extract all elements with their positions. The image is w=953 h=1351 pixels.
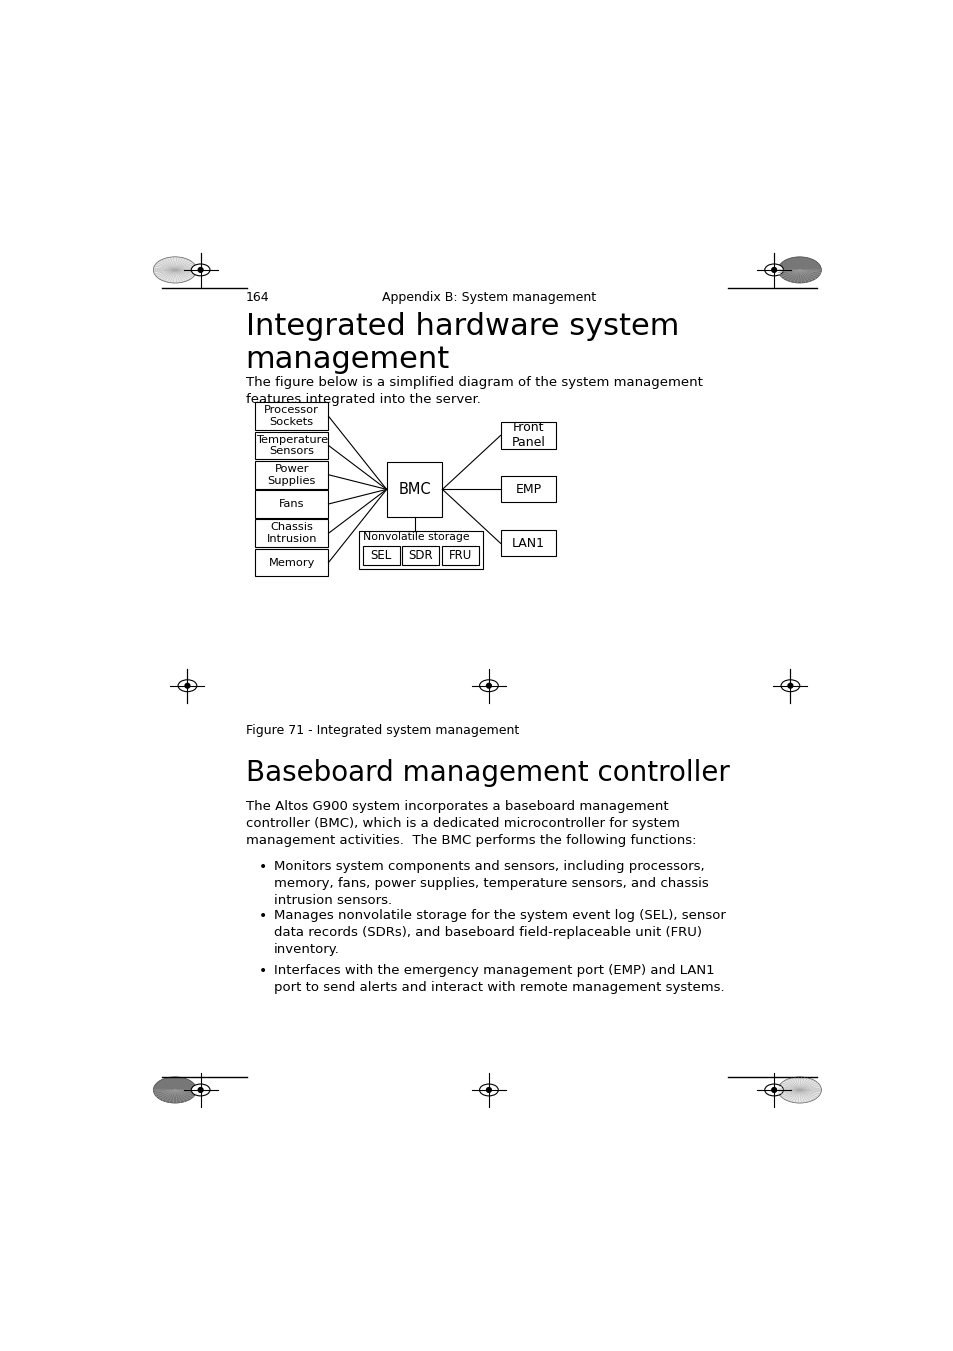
Bar: [359, 531, 483, 570]
Text: Fans: Fans: [278, 499, 304, 509]
Text: Baseboard management controller: Baseboard management controller: [245, 759, 729, 786]
Circle shape: [787, 684, 792, 688]
Text: Temperature
Sensors: Temperature Sensors: [255, 435, 328, 457]
Text: •: •: [258, 859, 267, 874]
Circle shape: [185, 684, 190, 688]
Circle shape: [771, 1088, 776, 1093]
Text: Nonvolatile storage: Nonvolatile storage: [363, 532, 470, 543]
Text: Power
Supplies: Power Supplies: [267, 463, 315, 485]
Text: Appendix B: System management: Appendix B: System management: [381, 292, 596, 304]
Bar: [254, 403, 328, 430]
Bar: [254, 549, 328, 577]
Text: The Altos G900 system incorporates a baseboard management
controller (BMC), whic: The Altos G900 system incorporates a bas…: [245, 800, 696, 847]
Ellipse shape: [778, 257, 821, 282]
Text: Manages nonvolatile storage for the system event log (SEL), sensor
data records : Manages nonvolatile storage for the syst…: [274, 909, 725, 957]
Text: LAN1: LAN1: [512, 536, 544, 550]
Text: Front
Panel: Front Panel: [511, 422, 545, 450]
Ellipse shape: [178, 680, 196, 692]
Ellipse shape: [191, 263, 210, 276]
Circle shape: [771, 267, 776, 273]
Text: BMC: BMC: [397, 482, 431, 497]
Bar: [500, 477, 556, 503]
Bar: [402, 546, 439, 565]
Circle shape: [198, 1088, 203, 1093]
Bar: [500, 530, 556, 557]
Bar: [254, 461, 328, 489]
Text: The figure below is a simplified diagram of the system management
features integ: The figure below is a simplified diagram…: [245, 376, 701, 407]
Bar: [362, 546, 399, 565]
Text: 164: 164: [245, 292, 269, 304]
Ellipse shape: [764, 263, 782, 276]
Text: Processor
Sockets: Processor Sockets: [264, 405, 319, 427]
Ellipse shape: [781, 680, 799, 692]
Text: •: •: [258, 965, 267, 978]
Ellipse shape: [153, 1077, 196, 1102]
Text: SDR: SDR: [408, 549, 433, 562]
Bar: [500, 423, 556, 449]
Text: Monitors system components and sensors, including processors,
memory, fans, powe: Monitors system components and sensors, …: [274, 859, 708, 907]
Text: Interfaces with the emergency management port (EMP) and LAN1
port to send alerts: Interfaces with the emergency management…: [274, 965, 724, 994]
Text: Memory: Memory: [268, 558, 314, 567]
Bar: [441, 546, 478, 565]
Ellipse shape: [764, 1084, 782, 1096]
Bar: [254, 431, 328, 459]
Ellipse shape: [479, 680, 497, 692]
Ellipse shape: [778, 1077, 821, 1102]
Text: EMP: EMP: [515, 482, 541, 496]
Ellipse shape: [479, 1084, 497, 1096]
Bar: [254, 519, 328, 547]
Text: Integrated hardware system
management: Integrated hardware system management: [245, 312, 679, 374]
Circle shape: [198, 267, 203, 273]
Circle shape: [486, 1088, 491, 1093]
Text: FRU: FRU: [448, 549, 472, 562]
Text: •: •: [258, 909, 267, 923]
Bar: [386, 462, 442, 517]
Text: SEL: SEL: [370, 549, 392, 562]
Ellipse shape: [153, 257, 196, 282]
Circle shape: [486, 684, 491, 688]
Ellipse shape: [191, 1084, 210, 1096]
Text: Figure 71 - Integrated system management: Figure 71 - Integrated system management: [246, 724, 518, 738]
Text: Chassis
Intrusion: Chassis Intrusion: [266, 523, 316, 544]
Bar: [254, 490, 328, 517]
